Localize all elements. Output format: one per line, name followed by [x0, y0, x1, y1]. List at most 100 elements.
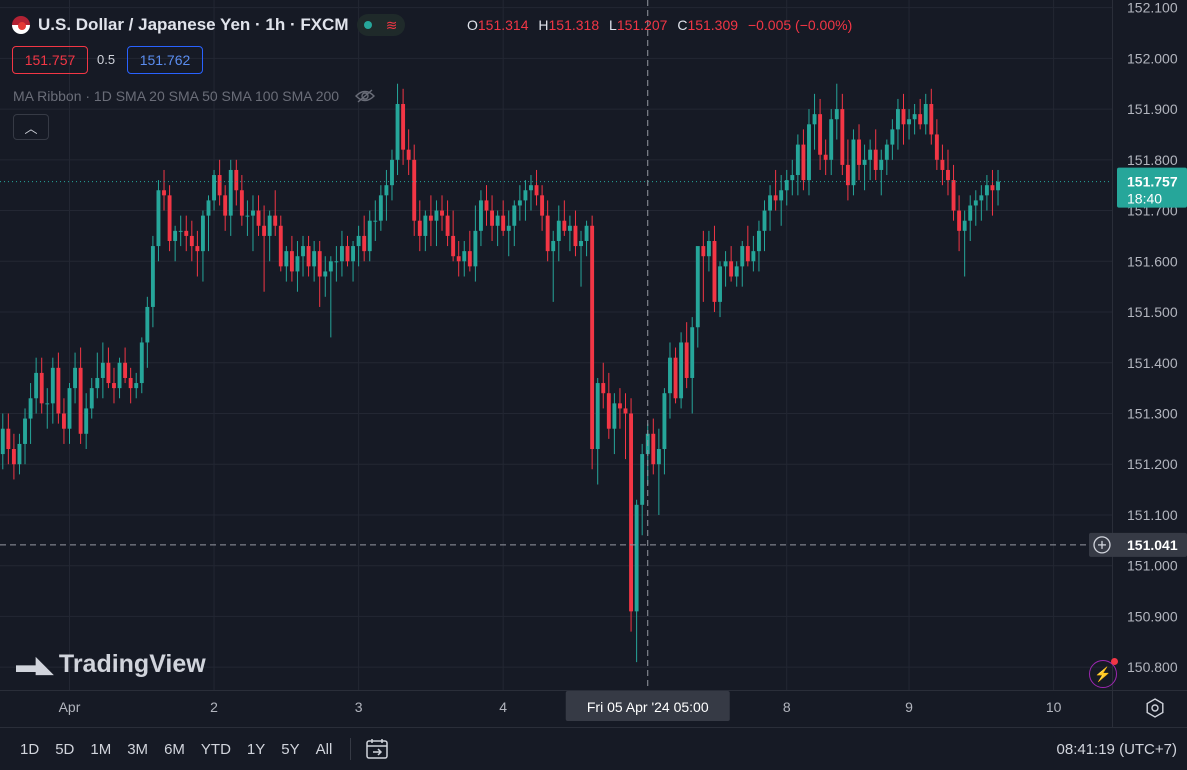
- candle-body: [684, 342, 689, 378]
- candle-body: [117, 362, 122, 389]
- time-tick-label: 8: [783, 699, 791, 715]
- candle-body: [123, 362, 128, 378]
- crosshair-price-label: 151.041: [1127, 537, 1178, 553]
- settings-icon[interactable]: [1145, 698, 1165, 718]
- candle-body: [351, 246, 356, 262]
- candle-body: [262, 225, 267, 236]
- candle-body: [768, 195, 773, 211]
- candle-body: [990, 185, 995, 191]
- candle-body: [34, 372, 39, 399]
- timeframe-3m[interactable]: 3M: [127, 740, 149, 758]
- timeframe-5y[interactable]: 5Y: [281, 740, 300, 758]
- timeframe-1d[interactable]: 1D: [20, 740, 40, 758]
- candle-body: [595, 383, 600, 450]
- candle-body: [345, 246, 350, 262]
- candle-body: [506, 225, 511, 231]
- candle-body: [907, 119, 912, 125]
- candle-body: [923, 104, 928, 125]
- price-axis[interactable]: 150.800 150.900 151.000 151.100 151.200 151.3…: [1089, 0, 1187, 675]
- candle-body: [946, 169, 950, 181]
- timeframe-5d[interactable]: 5D: [55, 740, 75, 758]
- candle-body: [50, 367, 55, 404]
- candle-body: [584, 225, 589, 241]
- timeframe-1m[interactable]: 1M: [90, 740, 112, 758]
- candle-body: [740, 246, 745, 267]
- candlestick-series: [0, 83, 1000, 663]
- candle-body: [679, 342, 684, 399]
- sell-price-button[interactable]: 151.757: [12, 46, 88, 74]
- chevron-up-icon: ︿: [24, 120, 38, 136]
- candle-body: [167, 195, 172, 241]
- timeframe-all[interactable]: All: [315, 740, 333, 758]
- candle-body: [17, 443, 22, 465]
- candle-body: [662, 393, 667, 450]
- candle-body: [295, 256, 300, 272]
- low-label: L: [609, 17, 617, 33]
- candle-body: [612, 403, 617, 429]
- market-open-icon[interactable]: ≋: [356, 14, 405, 36]
- indicator-legend[interactable]: MA Ribbon · 1D SMA 20 SMA 50 SMA 100 SMA…: [13, 88, 376, 104]
- candle-body: [912, 114, 917, 120]
- last-price-label: 151.757: [1127, 174, 1178, 190]
- symbol-header[interactable]: U.S. Dollar / Japanese Yen · 1h · FXCM ≋: [12, 14, 405, 36]
- candle-body: [312, 251, 317, 267]
- candle-body: [545, 215, 550, 252]
- tradingview-logo[interactable]: ▬◣ TradingView: [16, 650, 206, 679]
- timeframe-1y[interactable]: 1Y: [246, 740, 266, 758]
- clock-timezone[interactable]: 08:41:19 (UTC+7): [1056, 740, 1177, 758]
- price-tick-label: 151.900: [1127, 101, 1178, 117]
- candle-body: [745, 246, 750, 262]
- high-label: H: [538, 17, 549, 33]
- tradingview-logo-icon: ▬◣: [16, 651, 53, 677]
- candle-body: [256, 210, 261, 226]
- timeframe-6m[interactable]: 6M: [164, 740, 185, 758]
- lightning-icon[interactable]: ⚡: [1089, 658, 1118, 688]
- candle-body: [567, 225, 572, 231]
- ohlc-legend: O151.314 H151.318 L151.207 C151.309 −0.0…: [467, 17, 852, 33]
- close-value: 151.309: [687, 17, 739, 33]
- eye-hidden-icon[interactable]: [355, 89, 376, 103]
- price-tick-label: 152.100: [1127, 0, 1178, 16]
- candle-body: [918, 114, 923, 125]
- candle-body: [962, 220, 967, 231]
- candle-body: [278, 225, 283, 267]
- price-tick-label: 151.800: [1127, 152, 1178, 168]
- candle-body: [267, 215, 272, 236]
- candle-body: [779, 190, 784, 201]
- candle-body: [706, 240, 711, 257]
- candle-body: [606, 393, 611, 429]
- candle-body: [84, 408, 89, 434]
- candle-body: [634, 504, 639, 612]
- candle-body: [223, 195, 228, 216]
- candle-body: [840, 109, 845, 165]
- candle-body: [451, 235, 456, 257]
- candle-body: [0, 428, 5, 455]
- candle-body: [751, 251, 756, 262]
- calendar-range-icon[interactable]: [365, 738, 389, 760]
- buy-price-button[interactable]: 151.762: [127, 46, 203, 74]
- collapse-legend-button[interactable]: ︿: [13, 114, 49, 140]
- candle-body: [723, 261, 728, 267]
- candle-body: [11, 449, 16, 465]
- candle-body: [951, 180, 956, 211]
- open-label: O: [467, 17, 478, 33]
- candle-body: [395, 104, 400, 160]
- price-tick-label: 151.600: [1127, 253, 1178, 269]
- candle-body: [784, 180, 789, 191]
- symbol-title[interactable]: U.S. Dollar / Japanese Yen · 1h · FXCM: [38, 15, 349, 34]
- candle-body: [195, 246, 200, 252]
- candle-body: [762, 210, 767, 231]
- candle-body: [718, 266, 722, 302]
- candle-body: [440, 210, 444, 216]
- candle-body: [6, 428, 11, 450]
- candle-body: [551, 240, 556, 252]
- candle-body: [61, 413, 66, 429]
- candle-body: [890, 129, 895, 145]
- candle-body: [973, 200, 978, 206]
- timeframe-ytd[interactable]: YTD: [200, 740, 231, 758]
- candle-body: [112, 383, 116, 389]
- time-axis[interactable]: Apr 2 3 4 8 9 10 Fri 05 Apr '24 05:00: [59, 691, 1062, 721]
- candle-body: [301, 246, 305, 257]
